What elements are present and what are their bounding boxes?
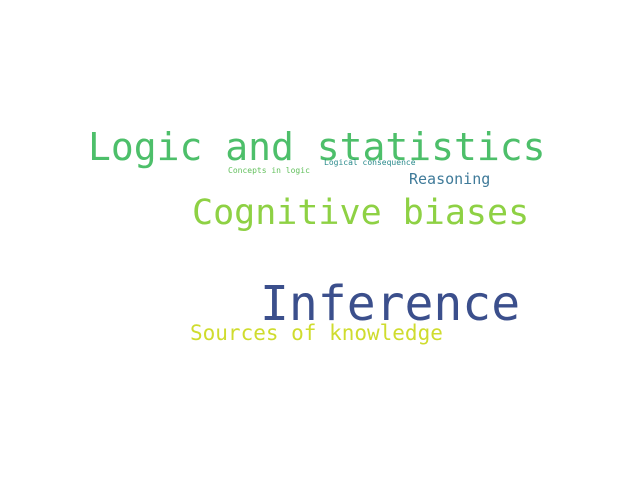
word-logic-and-statistics: Logic and statistics (88, 125, 546, 169)
word-concepts-in-logic: Concepts in logic (228, 166, 310, 175)
word-logical-consequence: Logical consequence (324, 158, 416, 167)
word-cognitive-biases: Cognitive biases (192, 193, 530, 233)
word-inference: Inference (260, 276, 521, 332)
word-reasoning: Reasoning (409, 170, 491, 188)
word-sources-of-knowledge: Sources of knowledge (190, 321, 443, 345)
